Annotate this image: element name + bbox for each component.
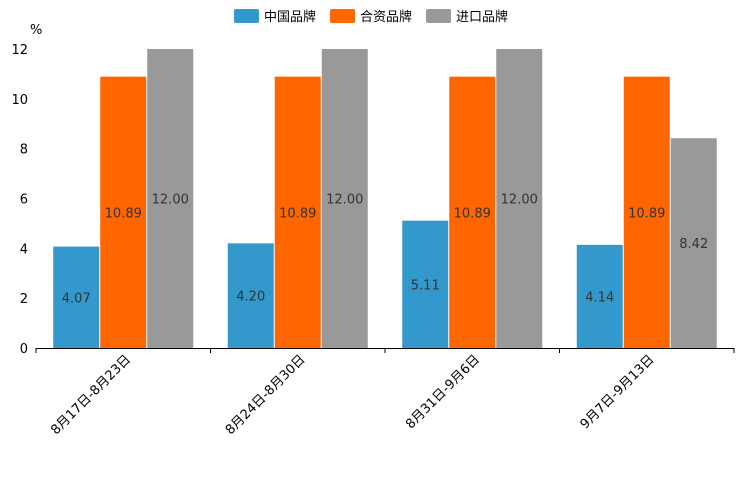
legend: 中国品牌 合资品牌 进口品牌 bbox=[234, 9, 508, 25]
data-label-1-0: 10.89 bbox=[105, 206, 142, 221]
bar-0-3 bbox=[576, 244, 623, 348]
data-label-2-3: 8.42 bbox=[679, 237, 708, 252]
bar-2-1 bbox=[321, 49, 368, 348]
bar-0-0 bbox=[53, 246, 100, 348]
bar-1-1 bbox=[274, 76, 321, 348]
bar-0-2 bbox=[402, 220, 449, 348]
x-tick-label: 9月7日-9月13日 bbox=[578, 352, 658, 432]
bar-1-3 bbox=[623, 76, 670, 348]
data-label-1-3: 10.89 bbox=[628, 206, 665, 221]
legend-swatch bbox=[234, 9, 259, 23]
bar-0-1 bbox=[227, 243, 274, 348]
x-tick-label: 8月31日-9月6日 bbox=[403, 352, 483, 432]
legend-label: 合资品牌 bbox=[360, 9, 412, 25]
legend-label: 中国品牌 bbox=[264, 9, 316, 25]
data-label-0-2: 5.11 bbox=[411, 278, 440, 293]
legend-item-1[interactable]: 合资品牌 bbox=[330, 9, 412, 25]
y-axis: 0 2 4 6 8 10 12 bbox=[11, 43, 28, 357]
legend-swatch bbox=[426, 9, 451, 23]
y-tick-label: 12 bbox=[11, 43, 28, 58]
x-tick-label: 8月17日-8月23日 bbox=[48, 352, 134, 438]
bar-2-3 bbox=[670, 138, 717, 348]
y-tick-label: 8 bbox=[20, 143, 28, 158]
y-axis-unit-label: % bbox=[30, 23, 42, 38]
data-label-2-0: 12.00 bbox=[152, 193, 189, 208]
x-axis: 8月17日-8月23日 8月24日-8月30日 8月31日-9月6日 9月7日-9月1… bbox=[35, 348, 735, 438]
y-tick-label: 10 bbox=[11, 93, 28, 108]
data-label-0-0: 4.07 bbox=[62, 291, 91, 306]
bar-2-0 bbox=[147, 49, 194, 348]
y-tick-label: 0 bbox=[20, 342, 28, 357]
bar-1-0 bbox=[100, 76, 147, 348]
data-label-2-2: 12.00 bbox=[501, 193, 538, 208]
legend-item-2[interactable]: 进口品牌 bbox=[426, 9, 508, 25]
y-tick-label: 6 bbox=[20, 193, 28, 208]
legend-label: 进口品牌 bbox=[456, 9, 508, 25]
data-label-0-1: 4.20 bbox=[236, 290, 265, 305]
y-tick-label: 2 bbox=[20, 292, 28, 307]
legend-item-0[interactable]: 中国品牌 bbox=[234, 9, 316, 25]
y-tick-label: 4 bbox=[20, 242, 28, 257]
data-label-1-1: 10.89 bbox=[279, 206, 316, 221]
x-tick-label: 8月24日-8月30日 bbox=[223, 352, 309, 438]
data-label-1-2: 10.89 bbox=[454, 206, 491, 221]
data-label-2-1: 12.00 bbox=[326, 193, 363, 208]
data-label-0-3: 4.14 bbox=[585, 290, 614, 305]
bar-2-2 bbox=[496, 49, 543, 348]
bars bbox=[53, 49, 717, 348]
legend-swatch bbox=[330, 9, 355, 23]
bar-1-2 bbox=[449, 76, 496, 348]
data-labels: 4.07 10.89 12.00 4.20 10.89 12.00 5.11 10.89 12.… bbox=[62, 193, 708, 307]
